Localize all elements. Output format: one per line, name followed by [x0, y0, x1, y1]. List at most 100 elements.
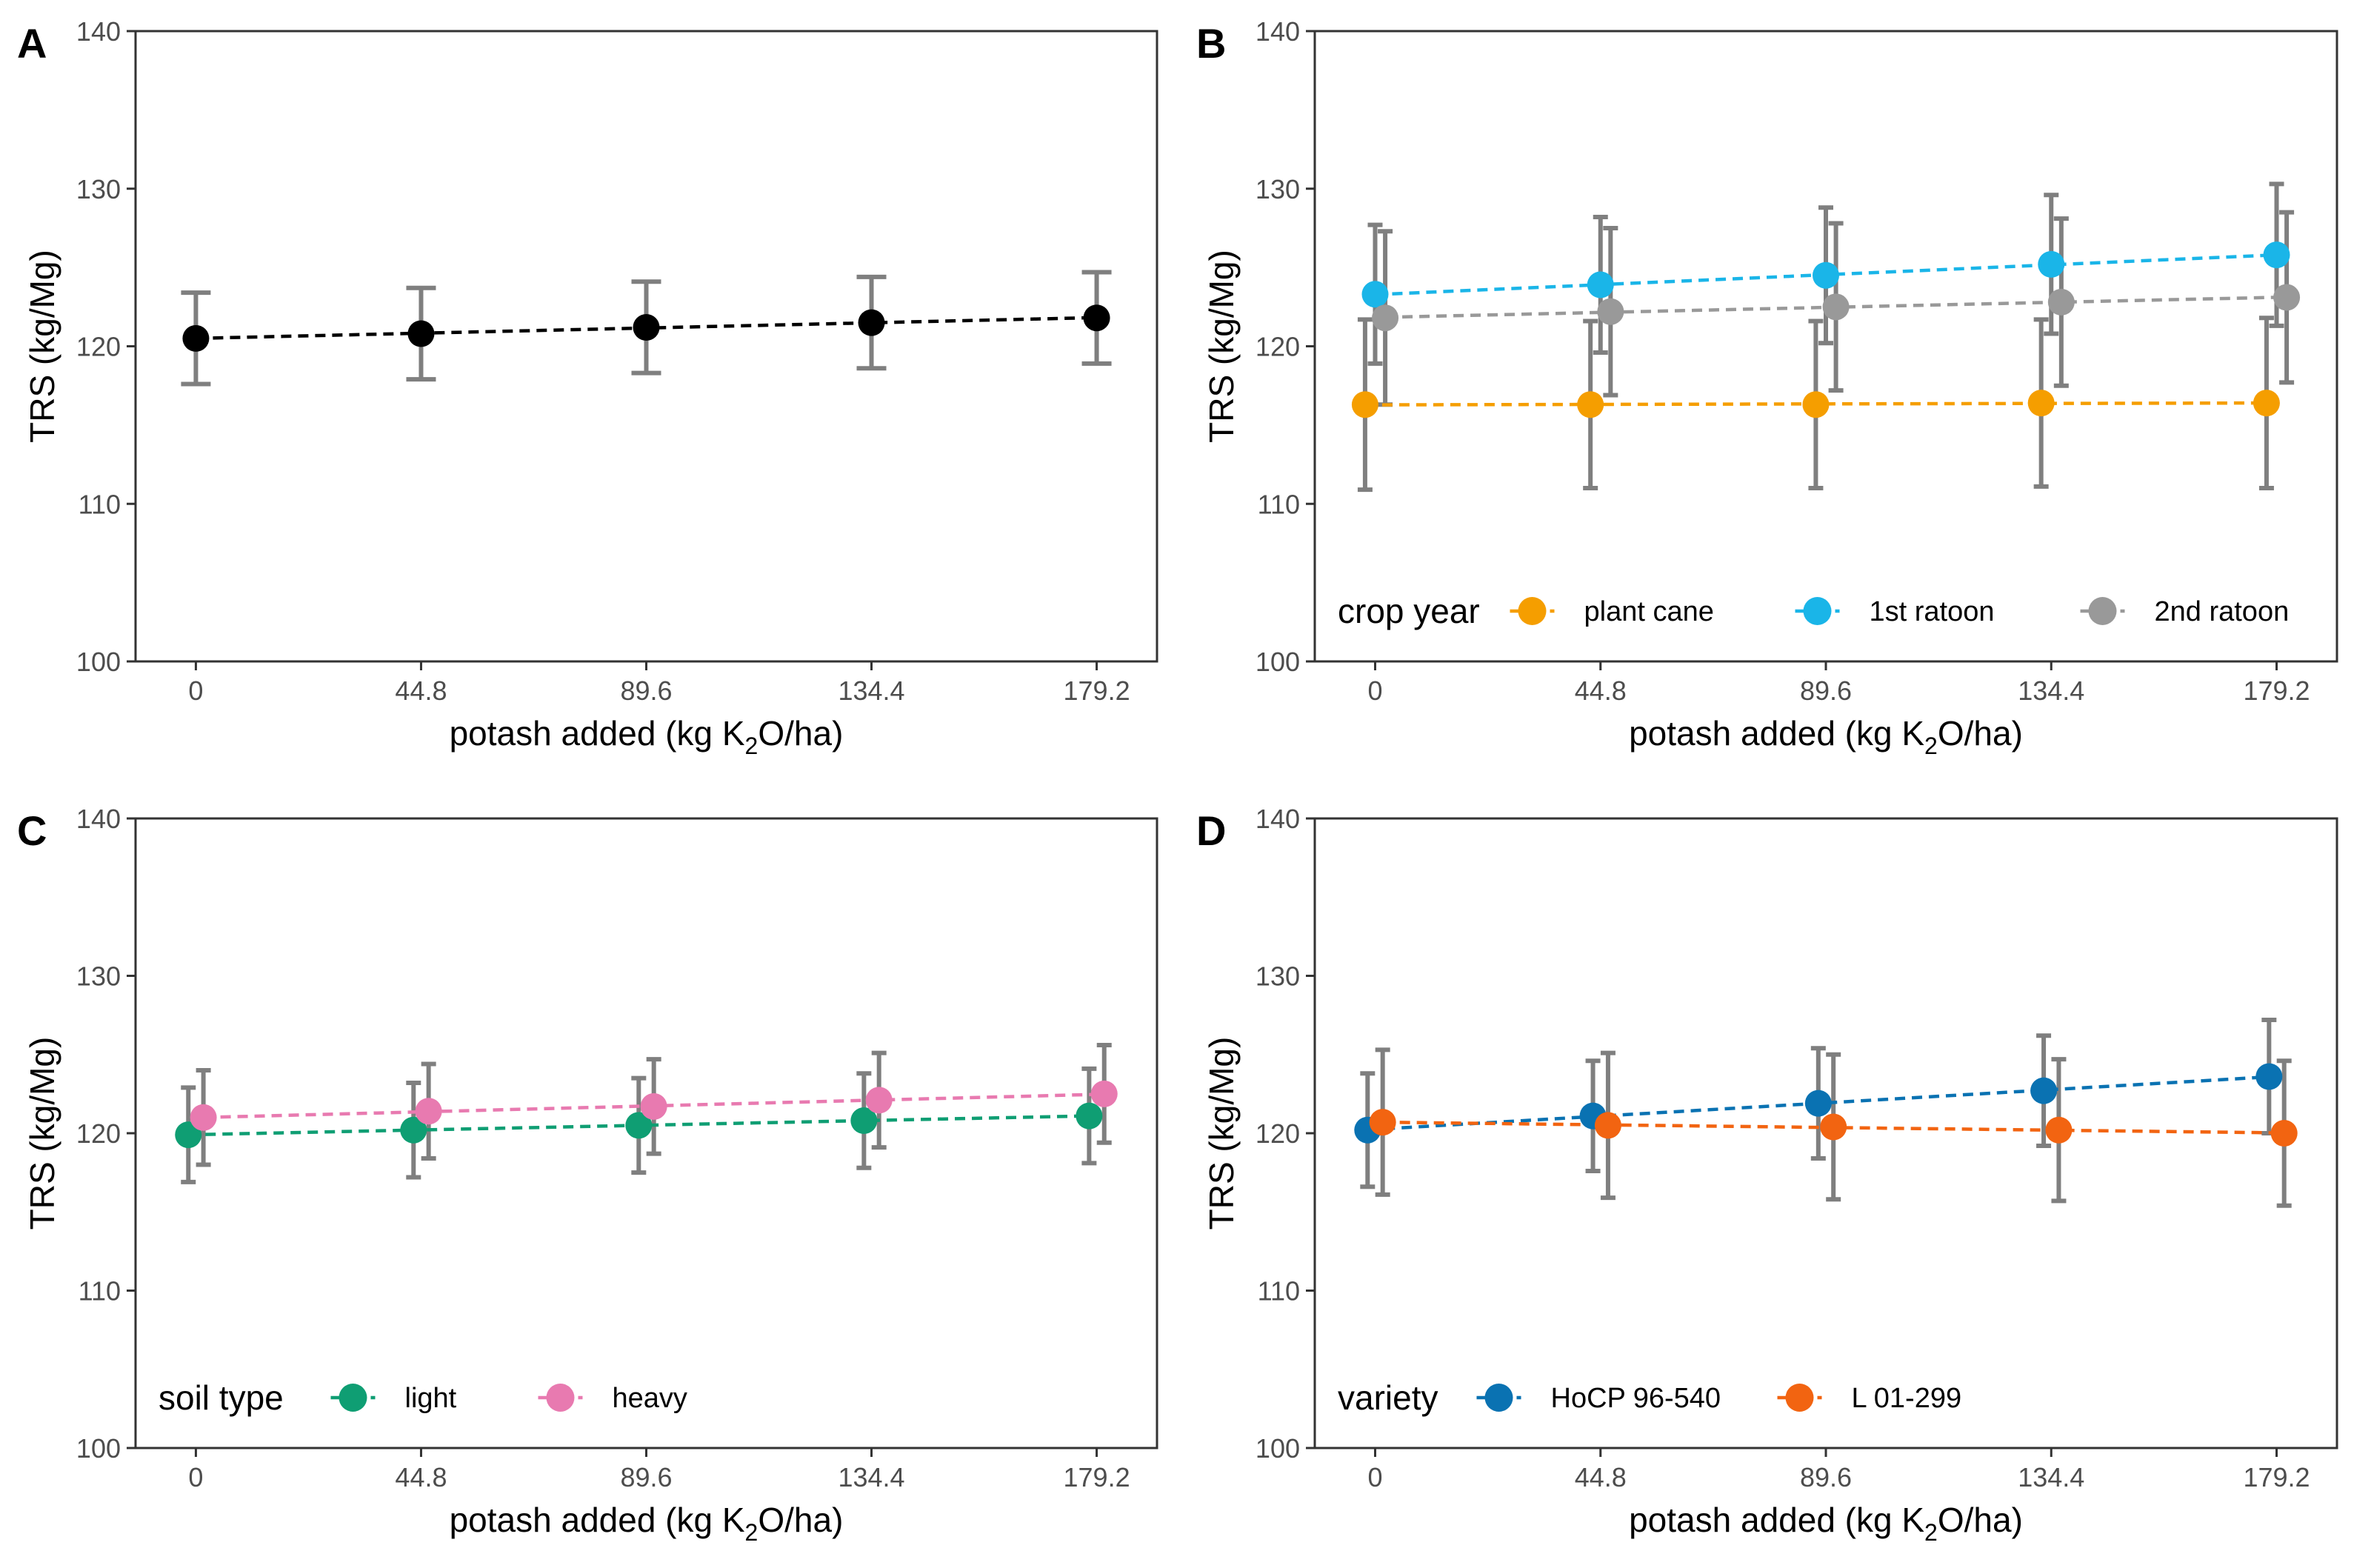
data-point [865, 1087, 893, 1114]
data-point [407, 320, 435, 347]
panel-letter: D [1196, 807, 1226, 854]
data-point [640, 1092, 667, 1120]
x-tick-label: 0 [188, 1462, 203, 1492]
data-point [633, 313, 660, 341]
data-point [190, 1104, 217, 1131]
y-tick-label: 130 [76, 961, 121, 992]
data-point [1820, 1113, 1847, 1141]
legend-label: plant cane [1584, 596, 1714, 627]
legend-key-point [1484, 1384, 1513, 1412]
x-tick-label: 0 [1367, 1462, 1382, 1492]
x-tick-label: 134.4 [2018, 675, 2084, 706]
data-point [182, 324, 210, 352]
legend-item: plant cane [1510, 596, 1714, 627]
data-point [2027, 390, 2055, 417]
legend-key-point [1785, 1384, 1814, 1412]
x-tick-label: 44.8 [1575, 675, 1627, 706]
x-tick-label: 134.4 [838, 675, 904, 706]
x-tick-label: 0 [1367, 675, 1382, 706]
y-axis-title: TRS (kg/Mg) [1202, 1037, 1241, 1230]
y-tick-label: 120 [1256, 332, 1300, 362]
data-point [400, 1116, 427, 1144]
legend-item: heavy [538, 1383, 687, 1414]
panel-letter: A [17, 20, 47, 67]
x-tick-label: 179.2 [1064, 675, 1130, 706]
x-tick-label: 179.2 [2243, 675, 2310, 706]
error-bars [181, 270, 1112, 387]
x-tick-label: 134.4 [838, 1462, 904, 1492]
data-point [2270, 1120, 2298, 1147]
legend-item: light [330, 1383, 457, 1414]
legend-label: 1st ratoon [1870, 596, 1995, 627]
x-axis-title: potash added (kg K2O/ha) [1629, 1501, 2023, 1546]
x-tick-label: 89.6 [620, 1462, 672, 1492]
panel-c: C 100 110 120 130 140 0 44.8 89.6 134.4 179.2 potas… [17, 804, 1158, 1546]
data-point [1083, 304, 1110, 332]
y-tick-label: 130 [76, 174, 121, 204]
y-tick-label: 100 [76, 647, 121, 677]
x-axis-title: potash added (kg K2O/ha) [1629, 714, 2023, 759]
x-tick-label: 44.8 [1575, 1462, 1627, 1492]
legend-title: crop year [1338, 592, 1480, 630]
data-point [1822, 293, 1850, 321]
legend-label: L 01-299 [1852, 1383, 1962, 1414]
data-point [1804, 1090, 1832, 1117]
data-point [2038, 250, 2065, 278]
panel-letter: B [1196, 20, 1226, 67]
data-points [1351, 241, 2301, 418]
data-point [625, 1112, 653, 1139]
data-point [2263, 241, 2290, 269]
data-point [1076, 1102, 1103, 1130]
legend-key-point [339, 1384, 367, 1412]
legend-title: soil type [159, 1378, 284, 1417]
data-point [1361, 281, 1389, 308]
x-tick-label: 89.6 [1800, 675, 1852, 706]
legend: crop year plant cane 1st ratoon 2nd ratoon [1338, 592, 2289, 630]
y-tick-label: 120 [76, 1118, 121, 1149]
x-tick-label: 134.4 [2018, 1462, 2084, 1492]
legend-key-point [1518, 597, 1547, 625]
data-point [1577, 391, 1604, 418]
x-tick-label: 179.2 [2243, 1462, 2310, 1492]
y-axis-title: TRS (kg/Mg) [23, 1037, 61, 1230]
y-tick-label: 130 [1256, 961, 1300, 992]
data-points [175, 1080, 1118, 1149]
y-tick-label: 100 [1256, 1433, 1300, 1464]
x-tick-label: 0 [188, 675, 203, 706]
y-axis-title: TRS (kg/Mg) [1202, 250, 1241, 443]
legend-item: 2nd ratoon [2080, 596, 2289, 627]
y-tick-label: 110 [79, 489, 121, 519]
legend-key-point [1803, 597, 1832, 625]
legend: variety HoCP 96-540 L 01-299 [1338, 1378, 1961, 1417]
legend: soil type light heavy [159, 1378, 687, 1417]
y-tick-label: 120 [76, 332, 121, 362]
x-axis-title: potash added (kg K2O/ha) [450, 1501, 844, 1546]
data-point [2045, 1116, 2073, 1144]
y-tick-label: 140 [76, 804, 121, 834]
x-tick-label: 44.8 [395, 675, 447, 706]
x-tick-label: 89.6 [1800, 1462, 1852, 1492]
y-tick-label: 110 [79, 1276, 121, 1307]
panel-b: B 100 110 120 130 140 0 44.8 89.6 134.4 179.2 potas… [1196, 16, 2338, 759]
data-point [1372, 304, 1399, 332]
legend-item: HoCP 96-540 [1476, 1383, 1721, 1414]
data-points [182, 304, 1110, 352]
legend-item: L 01-299 [1777, 1383, 1962, 1414]
y-tick-label: 140 [1256, 804, 1300, 834]
data-point [1802, 391, 1830, 418]
data-point [1090, 1080, 1118, 1107]
x-tick-label: 44.8 [395, 1462, 447, 1492]
data-point [1813, 261, 1839, 289]
data-point [175, 1121, 202, 1149]
legend-label: HoCP 96-540 [1551, 1383, 1721, 1414]
data-point [415, 1098, 442, 1125]
y-tick-label: 120 [1256, 1118, 1300, 1149]
y-tick-label: 140 [1256, 16, 1300, 47]
panel-a: A 100 110 120 130 140 0 44.8 89.6 134.4 179.2 potas… [17, 16, 1158, 759]
data-point [2047, 288, 2075, 316]
x-axis-title: potash added (kg K2O/ha) [450, 714, 844, 759]
error-bars [1357, 181, 2295, 493]
data-points [1354, 1063, 2298, 1147]
plot-area-frame [1313, 30, 2338, 663]
data-point [1594, 1112, 1621, 1139]
